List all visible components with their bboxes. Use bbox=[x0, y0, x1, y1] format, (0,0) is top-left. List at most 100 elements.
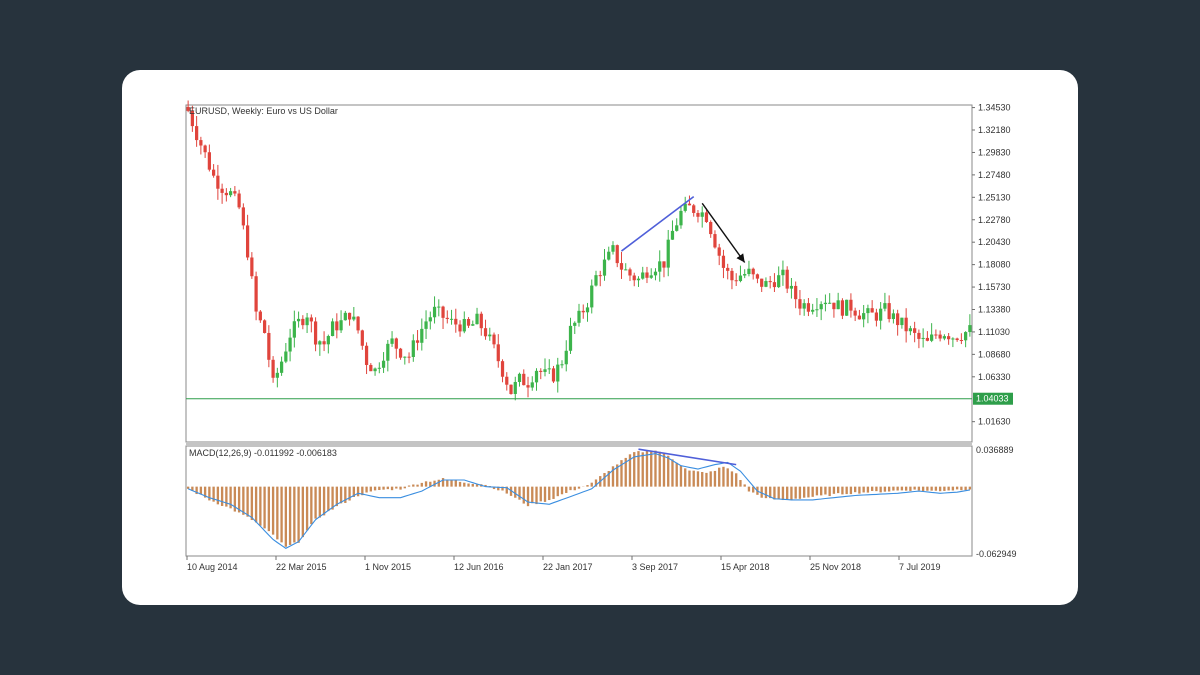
candle-body bbox=[369, 364, 373, 372]
candle-body bbox=[428, 317, 432, 322]
x-tick-label: 22 Jan 2017 bbox=[543, 562, 593, 572]
candle-body bbox=[743, 274, 747, 276]
candle-body bbox=[870, 308, 874, 313]
macd-signal-line bbox=[187, 453, 971, 549]
candle-body bbox=[734, 280, 738, 282]
candle-body bbox=[492, 334, 496, 345]
candle-body bbox=[853, 310, 857, 316]
candle-body bbox=[245, 225, 250, 258]
candle-body bbox=[709, 222, 713, 235]
candle-body bbox=[883, 303, 887, 309]
x-tick-label: 15 Apr 2018 bbox=[721, 562, 770, 572]
candle-body bbox=[806, 303, 811, 312]
rising-highs-trendline bbox=[621, 196, 695, 252]
candle-body bbox=[768, 281, 772, 283]
candle-body bbox=[679, 210, 683, 226]
candle-body bbox=[857, 315, 862, 320]
candle-body bbox=[220, 188, 224, 193]
candle-body bbox=[530, 382, 534, 388]
candle-body bbox=[237, 193, 241, 208]
candle-body bbox=[641, 272, 645, 279]
macd-y-tick-label: -0.062949 bbox=[976, 549, 1017, 559]
price-y-tick-label: 1.15730 bbox=[978, 282, 1011, 292]
candle-body bbox=[364, 345, 369, 365]
candle-body bbox=[751, 268, 755, 275]
candle-body bbox=[407, 356, 411, 358]
candle-body bbox=[832, 302, 836, 310]
candle-body bbox=[556, 364, 560, 382]
x-tick-label: 10 Aug 2014 bbox=[187, 562, 238, 572]
candle-body bbox=[466, 318, 471, 326]
macd-title: MACD(12,26,9) -0.011992 -0.006183 bbox=[189, 448, 337, 458]
candle-body bbox=[866, 308, 870, 314]
candle-body bbox=[267, 332, 271, 360]
price-panel bbox=[185, 104, 973, 443]
candle-body bbox=[403, 356, 407, 358]
candle-body bbox=[721, 255, 726, 268]
candle-body bbox=[619, 263, 624, 270]
x-tick-label: 25 Nov 2018 bbox=[810, 562, 861, 572]
x-tick-label: 1 Nov 2015 bbox=[365, 562, 411, 572]
candle-body bbox=[942, 336, 946, 339]
candle-body bbox=[462, 318, 466, 332]
candle-body bbox=[203, 145, 207, 153]
candle-body bbox=[505, 376, 509, 385]
candle-body bbox=[602, 259, 607, 276]
candle-body bbox=[305, 317, 309, 326]
candle-body bbox=[386, 343, 390, 361]
candle-body bbox=[326, 336, 330, 345]
candle-body bbox=[424, 321, 428, 329]
candle-body bbox=[815, 309, 819, 311]
price-y-tick-label: 1.18080 bbox=[978, 260, 1011, 270]
candle-body bbox=[819, 304, 823, 310]
candle-body bbox=[534, 370, 539, 383]
candle-body bbox=[301, 318, 305, 326]
candle-body bbox=[228, 191, 233, 196]
candle-body bbox=[590, 285, 594, 308]
candle-body bbox=[394, 338, 398, 349]
candle-body bbox=[802, 303, 806, 309]
price-y-tick-label: 1.32180 bbox=[978, 125, 1011, 135]
candle-body bbox=[522, 373, 526, 386]
macd-divergence-line bbox=[638, 448, 737, 466]
candle-body bbox=[692, 205, 696, 213]
candle-body bbox=[398, 348, 403, 358]
candle-body bbox=[845, 299, 849, 316]
candle-body bbox=[509, 384, 513, 394]
candle-body bbox=[539, 370, 543, 372]
candle-body bbox=[653, 271, 658, 276]
candle-body bbox=[186, 106, 190, 111]
candle-body bbox=[645, 272, 649, 278]
candle-body bbox=[713, 234, 717, 248]
candle-body bbox=[241, 207, 245, 226]
candle-body bbox=[594, 275, 598, 286]
candle-body bbox=[352, 316, 356, 320]
candle-body bbox=[921, 337, 925, 339]
candle-body bbox=[543, 369, 547, 372]
candle-body bbox=[207, 152, 211, 170]
candle-body bbox=[828, 302, 832, 304]
price-y-tick-label: 1.22780 bbox=[978, 215, 1011, 225]
price-y-tick-label: 1.34530 bbox=[978, 103, 1011, 113]
candle-body bbox=[526, 385, 530, 388]
candle-body bbox=[573, 322, 577, 326]
candle-body bbox=[772, 282, 777, 288]
price-y-tick-label: 1.08680 bbox=[978, 349, 1011, 359]
candle-body bbox=[785, 269, 789, 289]
candle-body bbox=[279, 361, 284, 373]
chart-card: 1.04033 1.34530 1.32180 1.29830 1.27480 1.25… bbox=[122, 70, 1078, 605]
candle-body bbox=[849, 299, 853, 311]
macd-y-tick-label: 0.036889 bbox=[976, 445, 1014, 455]
x-tick-label: 7 Jul 2019 bbox=[899, 562, 941, 572]
candle-body bbox=[275, 372, 279, 378]
candle-body bbox=[377, 367, 381, 369]
candle-body bbox=[313, 321, 318, 345]
price-chart-title: EURUSD, Weekly: Euro vs US Dollar bbox=[189, 106, 338, 116]
candle-body bbox=[670, 230, 675, 240]
candle-body bbox=[551, 368, 556, 382]
candle-body bbox=[700, 212, 704, 217]
candle-body bbox=[190, 110, 194, 127]
candle-body bbox=[271, 359, 275, 378]
candle-body bbox=[216, 175, 220, 189]
candle-body bbox=[636, 278, 641, 281]
